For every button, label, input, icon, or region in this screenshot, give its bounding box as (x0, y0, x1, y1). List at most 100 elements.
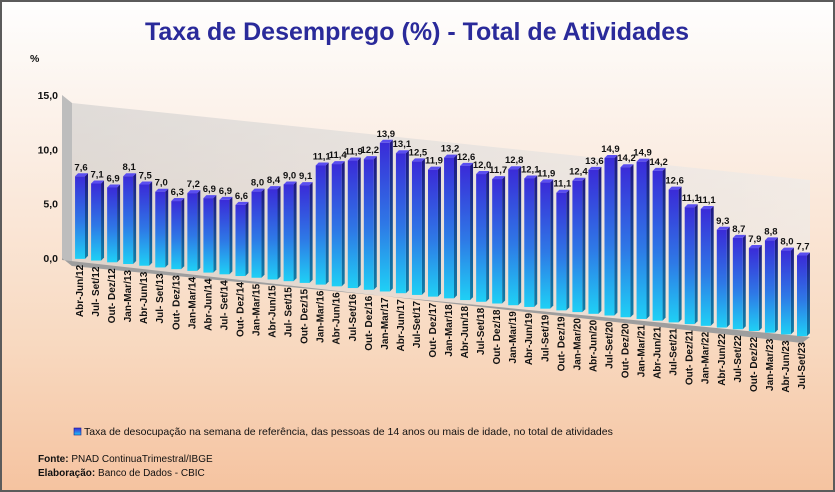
bar (604, 157, 615, 316)
bar-side (806, 252, 810, 337)
x-tick-label: Out- Dez/18 (492, 309, 503, 364)
data-label: 12,4 (569, 167, 588, 178)
data-label: 8,4 (267, 175, 281, 186)
bar (395, 153, 406, 294)
bar-side (357, 157, 361, 289)
bar-top (620, 164, 634, 168)
x-tick-label: Jul-Set/18 (476, 307, 487, 355)
x-tick-label: Jul-Set/20 (604, 321, 615, 369)
bar-top (283, 181, 297, 185)
bar-side (373, 156, 377, 290)
bar (411, 161, 422, 295)
bar-side (646, 158, 650, 319)
x-tick-label: Abr-Jun/21 (653, 326, 664, 379)
data-label: 12,6 (665, 176, 684, 187)
x-tick-label: Jul-Set/22 (733, 335, 744, 383)
bar-top (636, 158, 650, 162)
data-label: 7,6 (74, 162, 87, 173)
data-label: 12,0 (473, 160, 492, 171)
bar (107, 187, 118, 263)
bar-top (476, 171, 490, 175)
bar-top (203, 195, 217, 199)
bar-side (486, 171, 490, 302)
data-label: 11,9 (537, 168, 555, 179)
bar-side (582, 177, 586, 313)
bar-side (309, 182, 313, 283)
bar (444, 157, 454, 299)
bar-side (277, 186, 281, 280)
x-tick-label: Abr-Jun/20 (588, 319, 599, 372)
x-tick-label: Jul-Set/21 (669, 328, 680, 376)
bar-side (614, 154, 618, 316)
data-label: 11,1 (553, 179, 572, 190)
bar-side (325, 162, 329, 285)
bar (460, 165, 471, 301)
bar-side (694, 204, 698, 325)
bar (668, 189, 679, 323)
bar-side (165, 188, 169, 268)
bar-top (187, 190, 201, 194)
bar-top (363, 156, 377, 160)
bar (187, 193, 198, 271)
source-line: Fonte: PNAD ContinuaTrimestral/IBGE (38, 454, 213, 465)
bar-side (245, 201, 249, 277)
data-label: 9,3 (716, 216, 729, 227)
bar-top (267, 186, 281, 190)
x-tick-label: Jul- Set/12 (91, 266, 102, 316)
bar-top (75, 173, 88, 177)
bar (540, 182, 551, 309)
x-tick-label: Jan-Mar/15 (252, 283, 263, 336)
legend-label: Taxa de desocupação na semana de referên… (84, 426, 613, 438)
bar (476, 174, 487, 302)
bar-side (84, 173, 88, 259)
x-tick-label: Out- Dez/21 (685, 330, 696, 385)
data-label: 11,4 (329, 150, 348, 161)
data-label: 7,1 (90, 170, 104, 181)
bar (267, 189, 278, 280)
data-label: 12,1 (521, 164, 540, 175)
bar-side (133, 173, 137, 265)
bar (123, 176, 134, 265)
data-label: 6,3 (171, 187, 184, 198)
data-label: 14,9 (633, 148, 652, 159)
bar-top (460, 162, 474, 166)
x-tick-label: Abr-Jun/18 (460, 306, 471, 359)
bar-side (261, 188, 265, 278)
data-label: 11,1 (682, 193, 701, 204)
bar-side (630, 164, 634, 318)
source-text: PNAD ContinuaTrimestral/IBGE (71, 454, 213, 465)
bar (508, 169, 519, 306)
bar (652, 170, 663, 321)
bar-side (421, 158, 425, 295)
bar (716, 229, 727, 328)
side-wall (62, 95, 72, 266)
bar-side (758, 245, 762, 331)
bar-side (678, 186, 682, 323)
bar (797, 255, 807, 337)
x-tick-label: Out- Dez/22 (749, 337, 760, 392)
bar (155, 191, 166, 268)
bars-group: 7,67,1 6,98,17,57,06,37,2 6,9 6,9 6,68,0 8,4 9… (74, 129, 810, 337)
x-tick-label: Abr-Jun/15 (268, 285, 279, 338)
x-tick-label: Jul- Set/13 (155, 273, 166, 323)
bar (780, 250, 791, 335)
bar (732, 237, 743, 330)
data-label: 8,8 (764, 226, 777, 237)
bar-side (534, 175, 538, 307)
bar-top (428, 166, 441, 170)
bar (139, 184, 150, 266)
bar-top (235, 201, 249, 205)
bar-side (566, 189, 570, 311)
bar (203, 198, 214, 273)
bar-top (411, 158, 425, 162)
bar-top (604, 154, 618, 158)
bar-side (213, 195, 217, 273)
bar-top (780, 247, 794, 251)
bar-top (315, 162, 329, 166)
bar-top (251, 188, 265, 192)
bar (588, 169, 599, 314)
bar (331, 164, 342, 287)
bar-top (107, 184, 121, 188)
y-tick-label: 5,0 (43, 199, 58, 211)
category-labels: Abr-Jun/12 Jul- Set/12 Out- Dez/12 Jan-Mar/… (75, 264, 808, 392)
